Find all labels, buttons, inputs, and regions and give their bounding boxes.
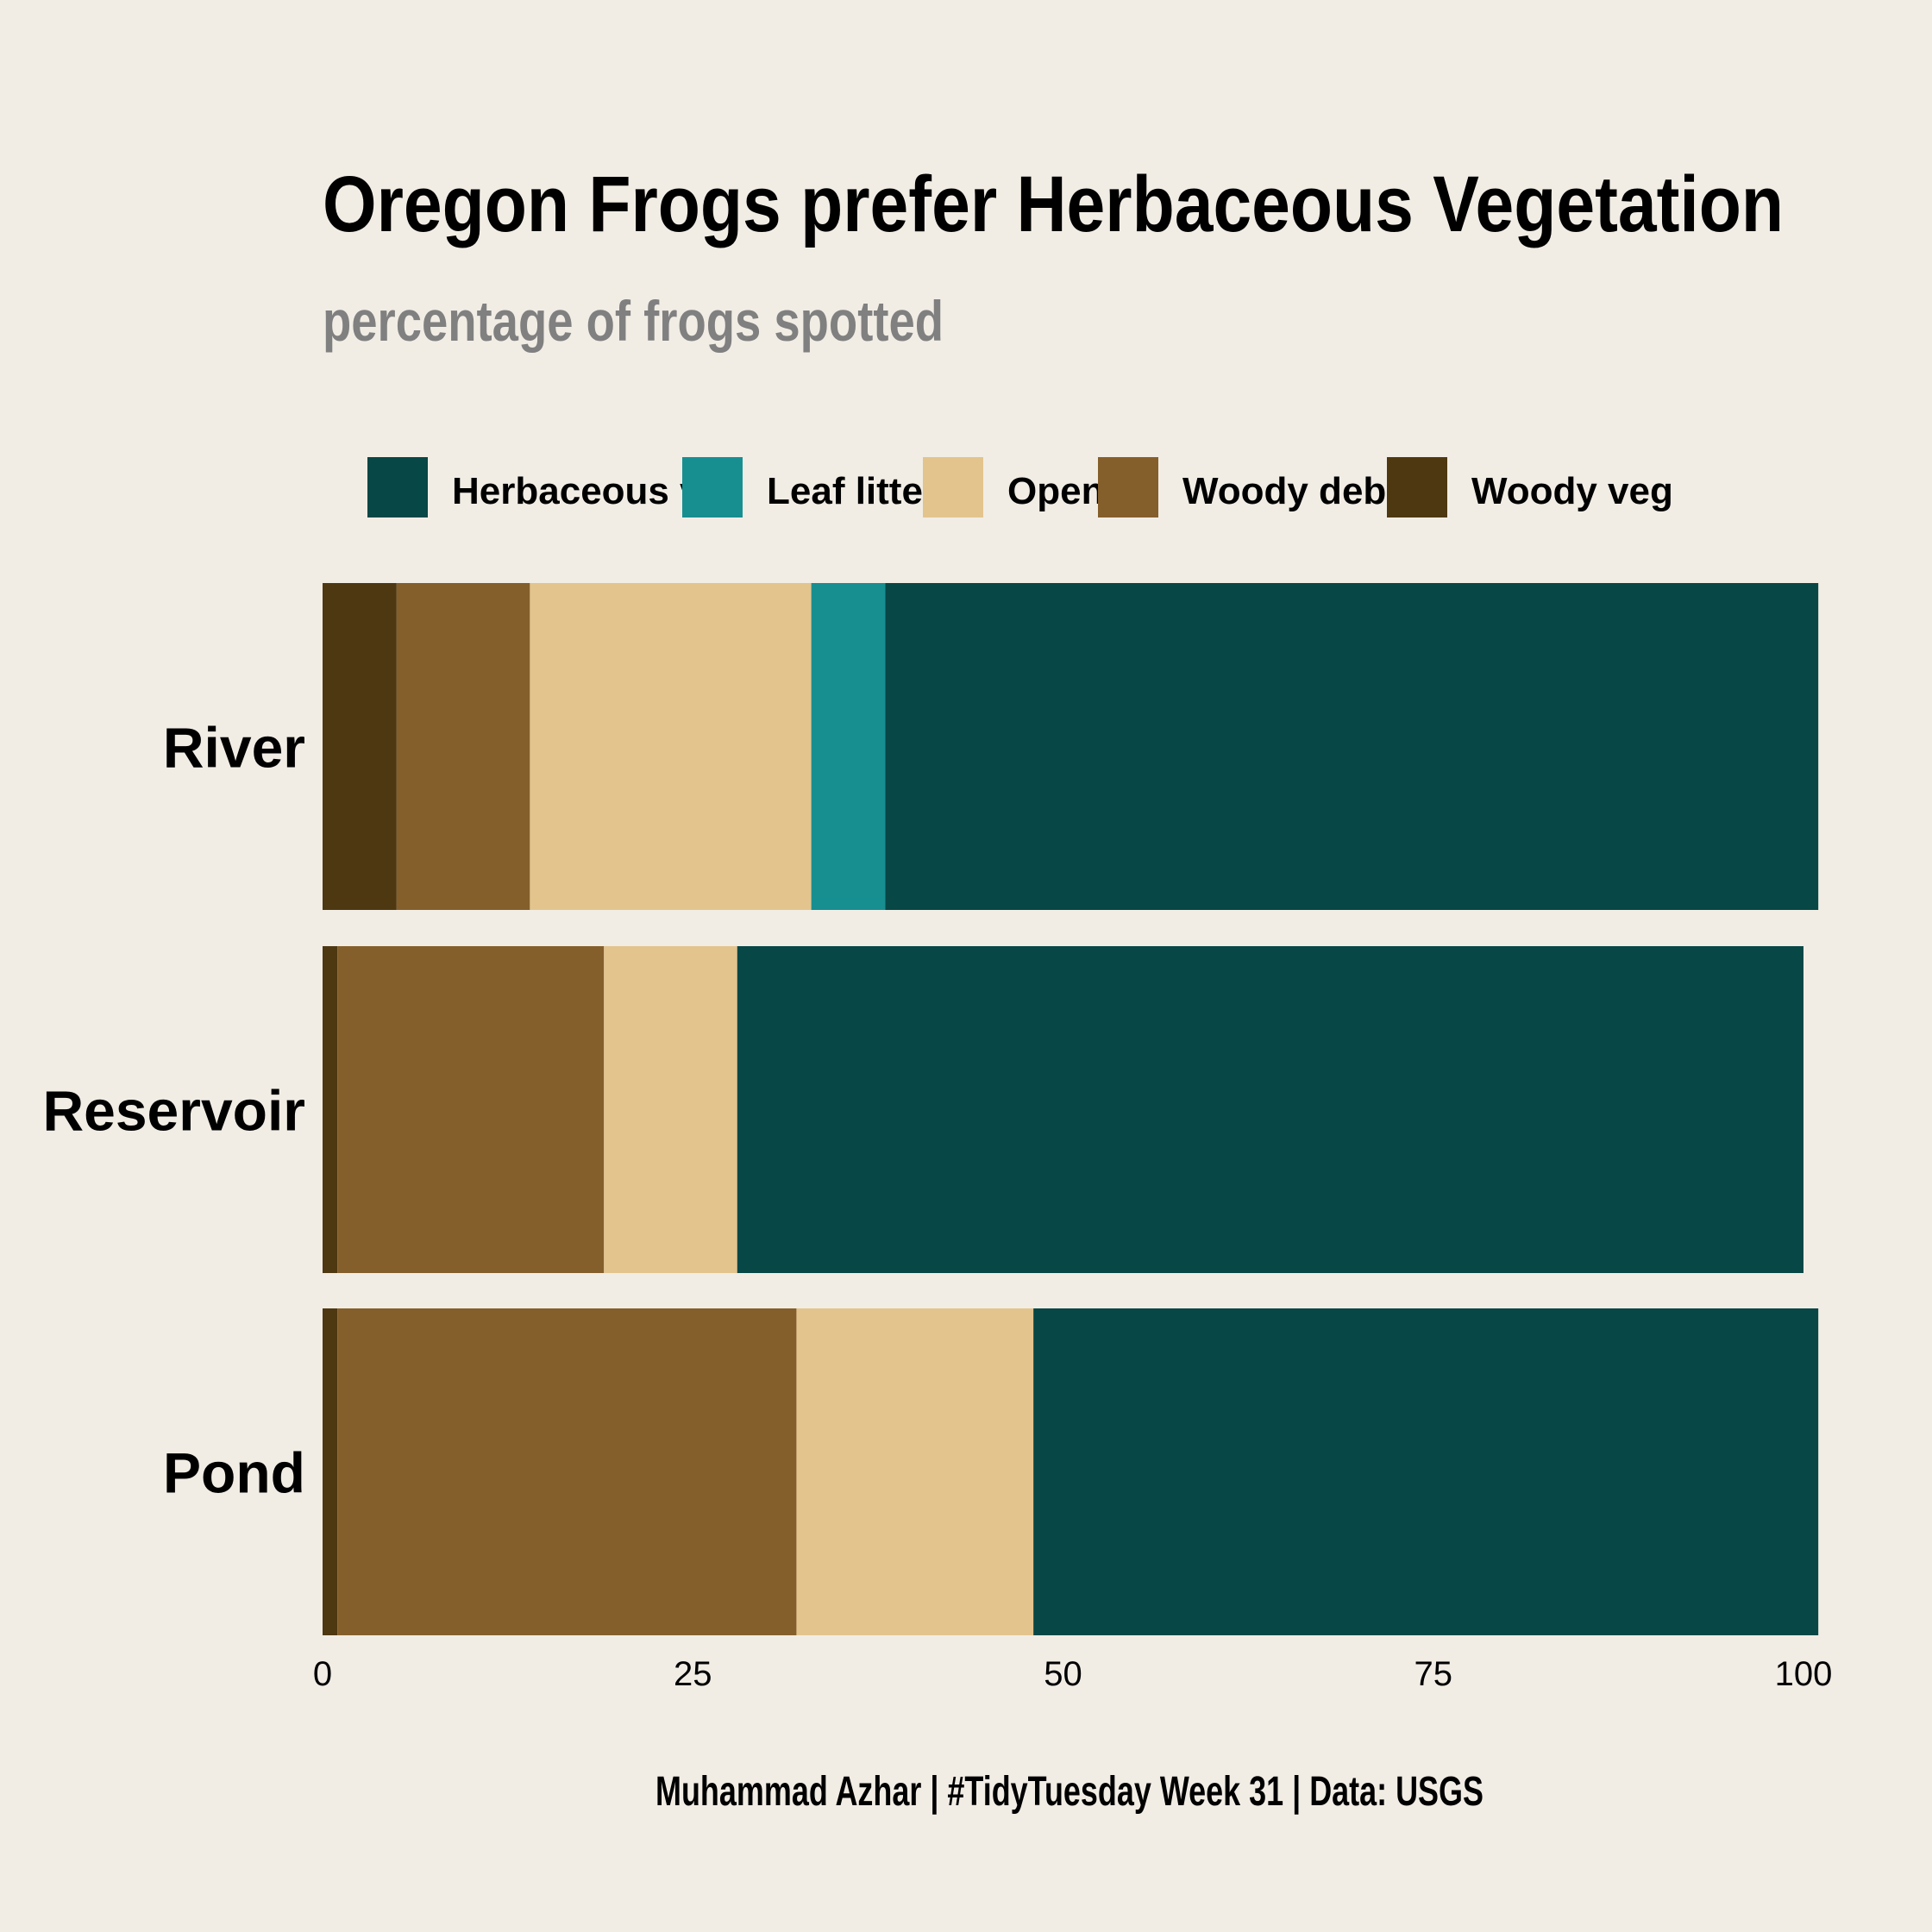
x-tick-label-25: 25 <box>674 1655 712 1693</box>
bar-river-herbaceous-veg <box>885 583 1819 910</box>
bar-reservoir-herbaceous-veg <box>737 946 1803 1273</box>
legend-label-open: Open <box>1007 470 1104 512</box>
bar-pond-herbaceous-veg <box>1033 1308 1819 1635</box>
bar-pond-open <box>796 1308 1034 1635</box>
x-axis: 0 25 50 75 100 <box>313 1655 1833 1693</box>
bar-river-open <box>530 583 812 910</box>
y-tick-label-reservoir: Reservoir <box>42 1079 305 1143</box>
chart-title: Oregon Frogs prefer Herbaceous Vegetatio… <box>323 160 1784 248</box>
x-tick-label-75: 75 <box>1414 1655 1453 1693</box>
y-axis: River Reservoir Pond <box>42 716 305 1505</box>
bar-reservoir-open <box>604 946 737 1273</box>
x-tick-label-50: 50 <box>1044 1655 1082 1693</box>
bar-river-woody-veg <box>323 583 397 910</box>
x-tick-label-100: 100 <box>1775 1655 1833 1693</box>
bar-pond-woody-debris <box>337 1308 797 1635</box>
legend-swatch-leaf-litter <box>682 457 743 518</box>
legend-swatch-woody-veg <box>1387 457 1447 518</box>
legend-label-leaf-litter: Leaf litter <box>767 470 938 512</box>
chart-subtitle: percentage of frogs spotted <box>323 289 944 353</box>
legend-swatch-herbaceous-veg <box>367 457 428 518</box>
legend-label-woody-veg: Woody veg <box>1471 470 1673 512</box>
bars <box>323 583 1819 1635</box>
x-tick-label-0: 0 <box>313 1655 332 1693</box>
bar-river-woody-debris <box>396 583 530 910</box>
bar-river-leaf-litter <box>811 583 886 910</box>
y-tick-label-river: River <box>163 716 305 780</box>
legend-swatch-open <box>923 457 983 518</box>
bar-reservoir-woody-debris <box>337 946 605 1273</box>
chart-caption: Muhammad Azhar | #TidyTuesday Week 31 | … <box>656 1769 1484 1815</box>
y-tick-label-pond: Pond <box>163 1441 305 1505</box>
bar-reservoir-woody-veg <box>323 946 338 1273</box>
legend-swatch-woody-debris <box>1098 457 1158 518</box>
legend: Herbaceous veg Leaf litter Open Woody debri… <box>367 457 1673 518</box>
bar-pond-woody-veg <box>323 1308 338 1635</box>
